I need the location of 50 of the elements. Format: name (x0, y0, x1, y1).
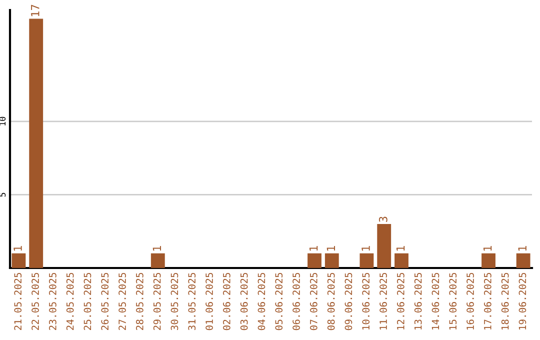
data-label: 1 (152, 246, 161, 251)
data-label: 1 (396, 246, 405, 251)
x-tick-label: 08.06.2025 (327, 272, 335, 330)
data-label: 1 (309, 246, 318, 251)
x-tick-label: 31.05.2025 (188, 272, 196, 330)
x-tick-label: 25.05.2025 (84, 272, 92, 330)
x-tick-label: 01.06.2025 (206, 272, 213, 330)
data-label: 1 (14, 246, 22, 251)
x-tick-label: 05.06.2025 (275, 272, 283, 330)
data-label: 1 (518, 246, 526, 251)
x-tick-label: 21.05.2025 (14, 272, 22, 330)
x-tick-label: 16.06.2025 (466, 272, 474, 330)
x-tick-label: 12.06.2025 (396, 272, 404, 330)
x-tick-label: 22.05.2025 (32, 272, 39, 330)
data-label: 1 (362, 246, 370, 251)
x-tick-label: 19.06.2025 (518, 272, 526, 330)
x-tick-label: 28.05.2025 (136, 272, 144, 330)
x-tick-label: 27.05.2025 (118, 272, 126, 330)
x-tick-label: 10.06.2025 (362, 272, 370, 330)
x-tick-label: 13.06.2025 (414, 272, 422, 330)
x-tick-label: 26.05.2025 (101, 272, 109, 330)
bar (516, 253, 530, 268)
x-tick-label: 04.06.2025 (258, 272, 266, 330)
x-tick-label: 06.06.2025 (292, 272, 300, 330)
x-tick-label: 17.06.2025 (484, 272, 492, 330)
data-label: 1 (483, 246, 492, 251)
x-tick-label: 30.05.2025 (170, 272, 178, 330)
x-tick-label: 15.06.2025 (449, 272, 457, 330)
x-tick-label: 24.05.2025 (66, 272, 74, 330)
x-tick-label: 29.05.2025 (153, 272, 161, 330)
bar (377, 224, 392, 268)
x-tick-label: 14.06.2025 (432, 272, 440, 330)
bar (324, 253, 339, 268)
data-label: 3 (378, 216, 388, 222)
bar (394, 253, 408, 268)
data-label: 1 (326, 246, 335, 251)
bar (150, 253, 165, 268)
x-tick-label: 09.06.2025 (344, 272, 352, 330)
x-tick-label: 02.06.2025 (222, 272, 230, 330)
x-tick-label: 07.06.2025 (310, 272, 318, 330)
x-tick-label: 23.05.2025 (48, 272, 56, 330)
bar (308, 253, 322, 268)
x-tick-label: 03.06.2025 (240, 272, 248, 330)
x-tick-label: 11.06.2025 (380, 272, 387, 330)
x-tick-label: 18.06.2025 (501, 272, 509, 330)
bar (12, 253, 26, 268)
bar (360, 253, 374, 268)
data-label: 17 (31, 4, 40, 16)
bar (29, 18, 44, 268)
bar (482, 253, 496, 268)
